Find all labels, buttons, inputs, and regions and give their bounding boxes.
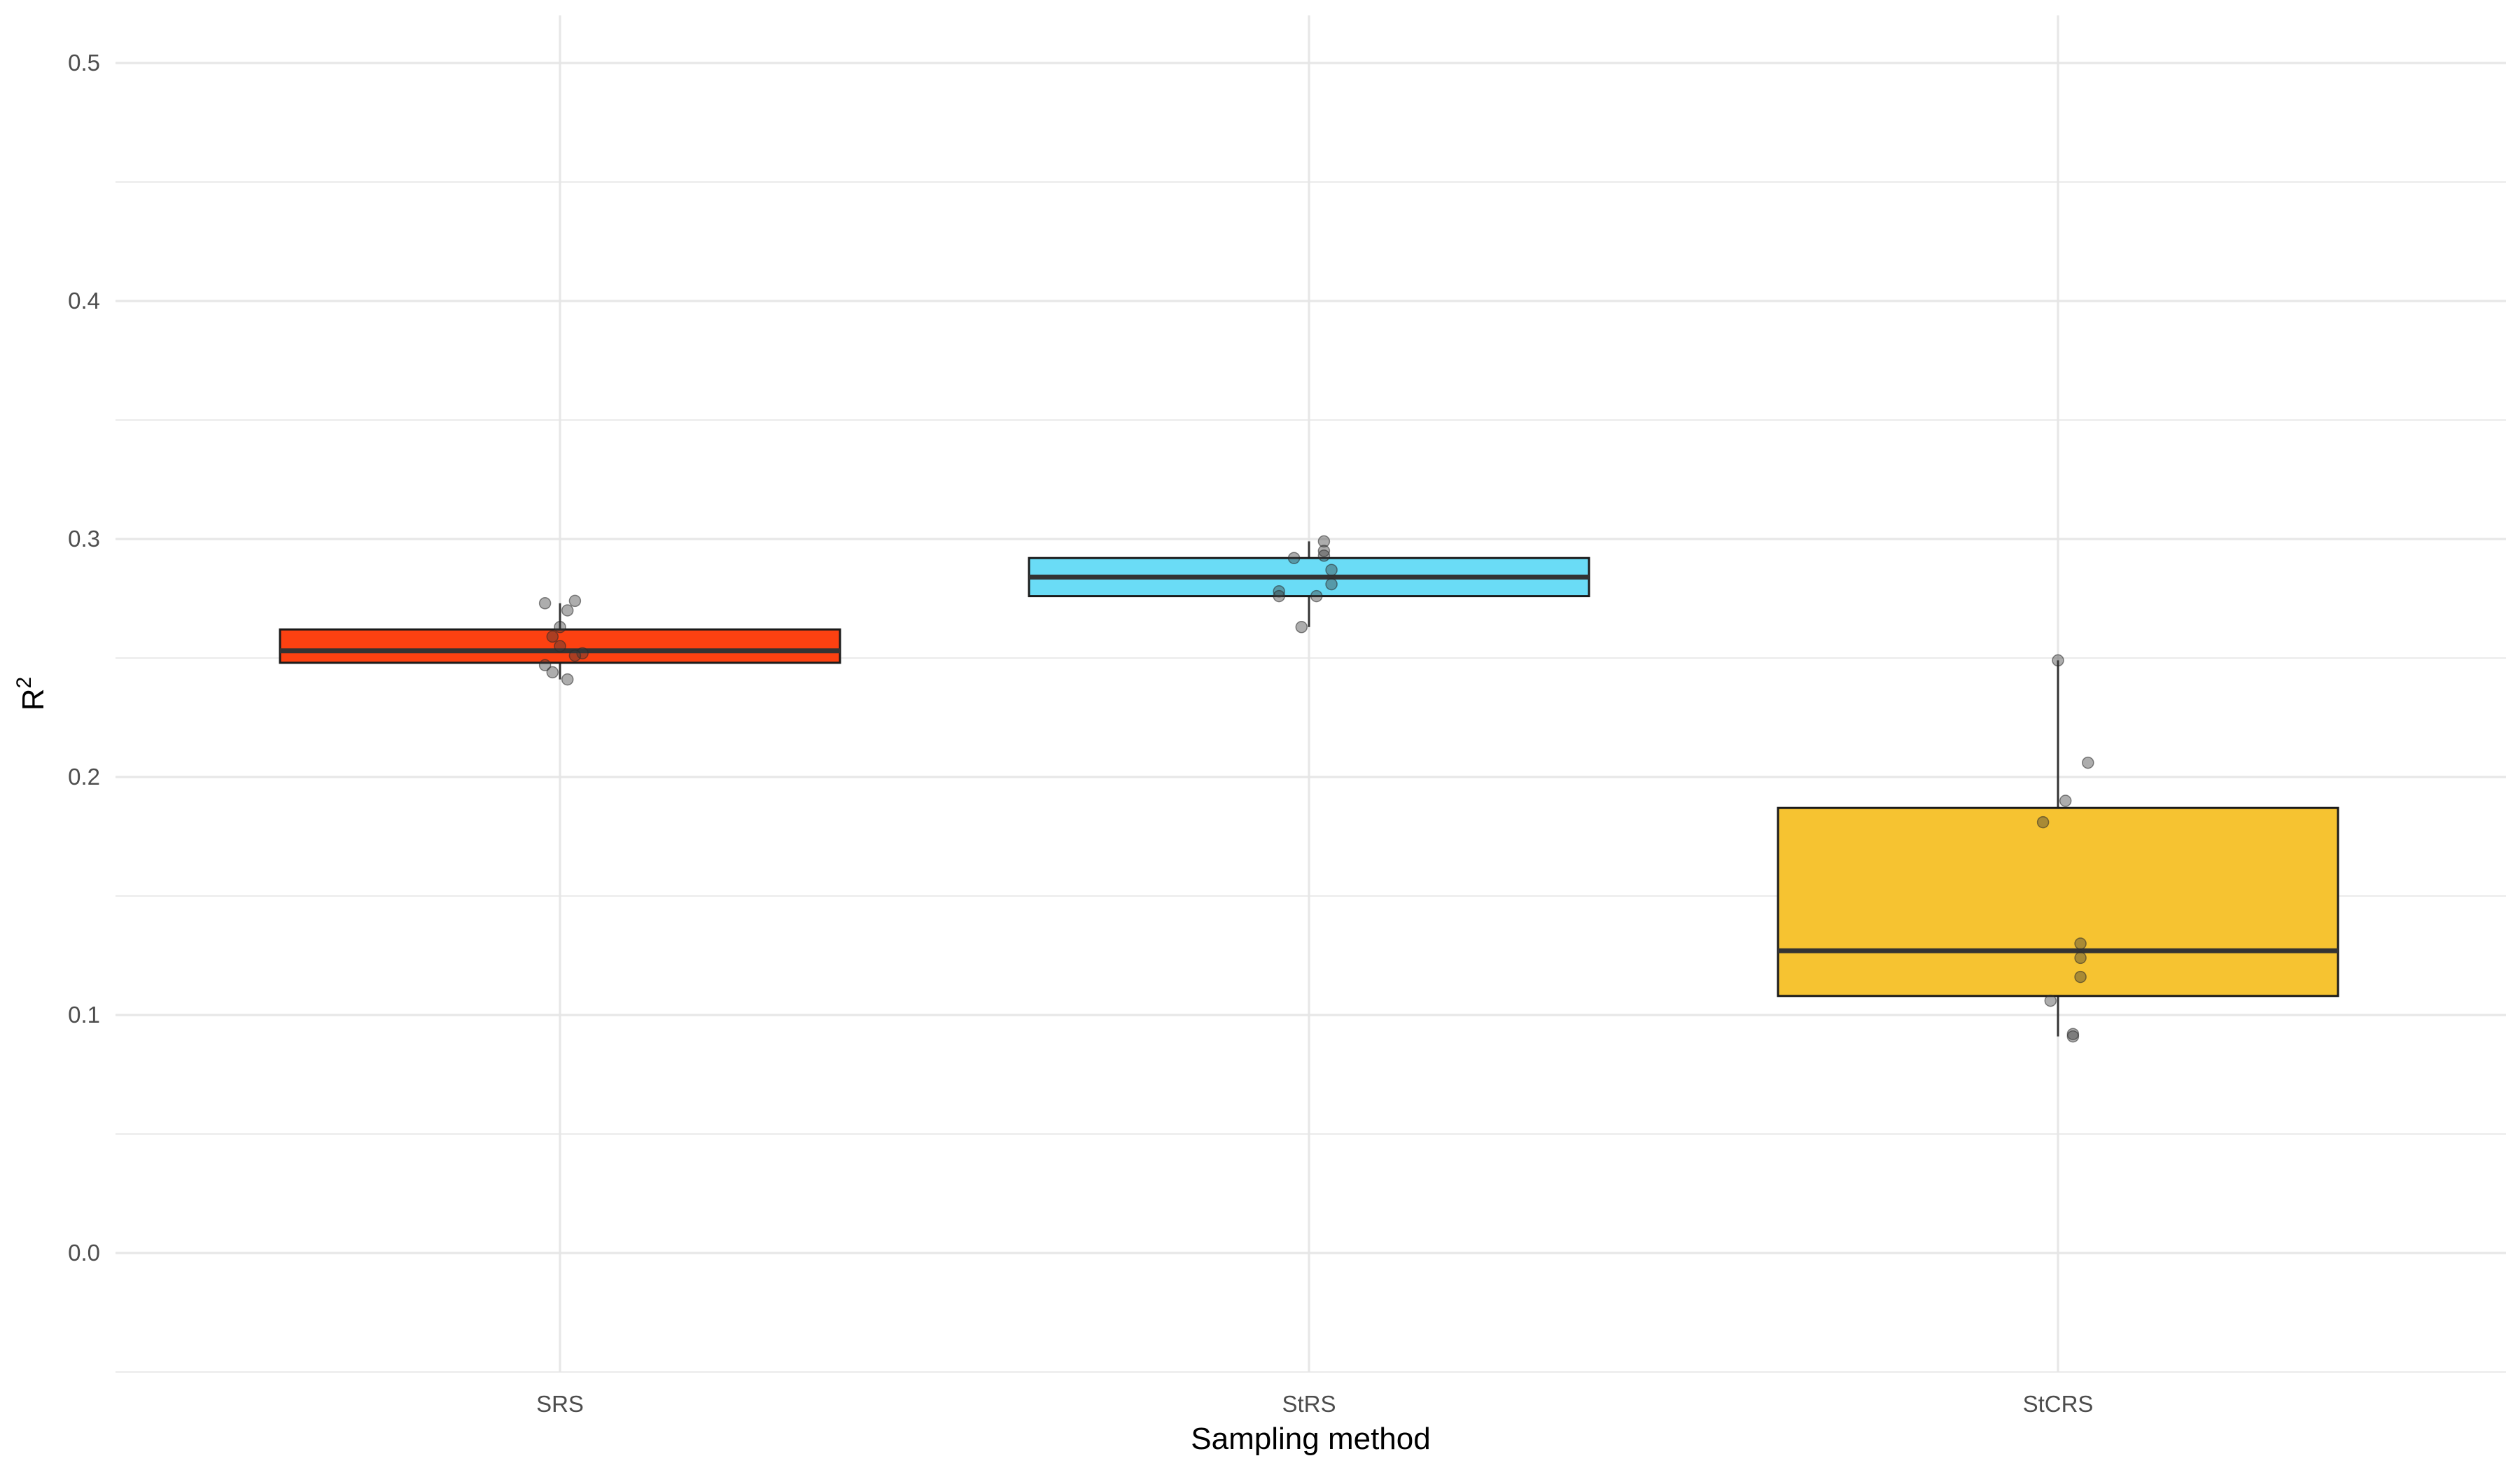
data-point: [1317, 545, 1331, 557]
data-point: [1317, 535, 1331, 548]
box-layer: [279, 541, 2339, 1037]
y-tick-label: 0.0: [68, 1240, 100, 1266]
data-point: [554, 640, 566, 652]
data-point: [2044, 994, 2057, 1007]
y-tick-label: 0.2: [68, 764, 100, 790]
y-axis-title: R2: [13, 677, 50, 710]
x-tick-label: StRS: [1282, 1391, 1336, 1417]
data-point: [2066, 1030, 2080, 1043]
x-axis-title: Sampling method: [1191, 1422, 1430, 1456]
y-tick-label: 0.4: [68, 288, 100, 314]
data-point: [568, 649, 582, 662]
data-point: [554, 621, 566, 634]
data-point: [2074, 937, 2087, 950]
data-point: [2074, 970, 2087, 983]
data-point: [561, 604, 574, 617]
data-point: [1273, 589, 1285, 603]
box-group-stcrs: [1777, 660, 2339, 1037]
data-point: [1325, 578, 1338, 591]
data-point: [546, 630, 559, 643]
data-point: [1310, 589, 1323, 603]
jitter-points: [538, 535, 2094, 1043]
box-iqr: [1777, 806, 2339, 997]
y-axis-title-main: R: [16, 688, 50, 710]
x-tick-label: StCRS: [2023, 1391, 2094, 1417]
data-point: [2052, 654, 2064, 667]
y-tick-label: 0.3: [68, 526, 100, 552]
data-point: [1325, 564, 1338, 576]
data-point: [1317, 550, 1331, 562]
data-point: [2082, 756, 2094, 769]
data-point: [538, 659, 552, 671]
box-group-srs: [279, 603, 841, 680]
data-point: [2059, 794, 2072, 807]
y-axis-title-superscript: 2: [13, 677, 36, 689]
data-point: [576, 647, 589, 659]
grid-lines: [115, 15, 2506, 1373]
data-point: [1295, 621, 1308, 634]
y-tick-label: 0.5: [68, 50, 100, 76]
data-point: [561, 673, 574, 686]
data-point: [2074, 951, 2087, 965]
data-point: [538, 597, 552, 610]
x-tick-label: SRS: [536, 1391, 584, 1417]
data-point: [2036, 816, 2050, 829]
tick-labels: 0.0 0.1 0.2 0.3 0.4 0.5 SRS StRS StCRS: [68, 50, 2093, 1417]
data-point: [1287, 552, 1301, 564]
box-iqr: [279, 628, 841, 664]
data-point: [546, 666, 559, 679]
box-group-strs: [1028, 541, 1590, 627]
data-point: [568, 594, 582, 608]
data-point: [1273, 585, 1285, 598]
y-tick-label: 0.1: [68, 1002, 100, 1028]
